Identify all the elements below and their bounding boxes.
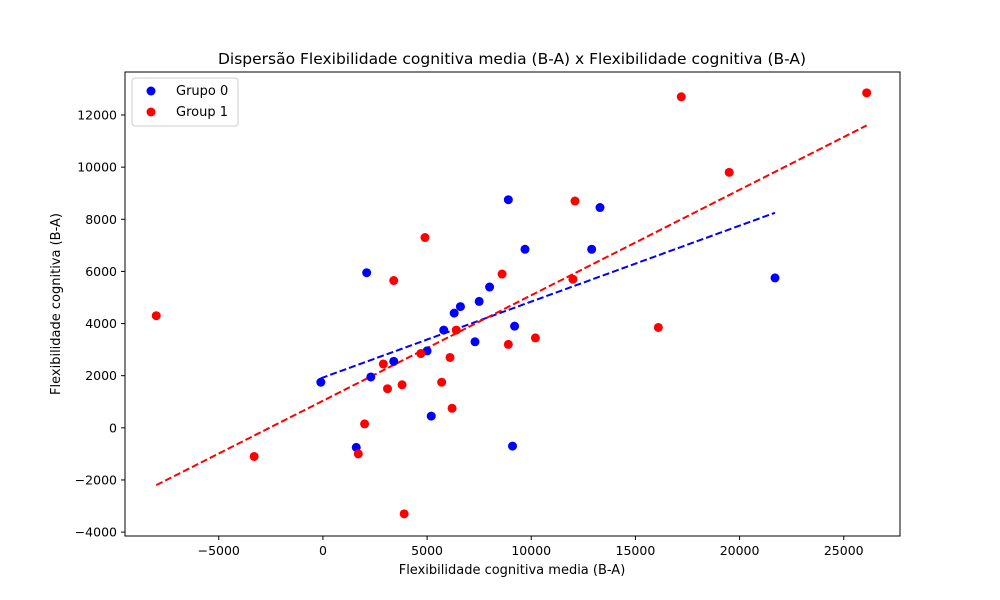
y-tick-label: 12000 xyxy=(77,108,117,123)
point-series-0-19 xyxy=(770,273,780,283)
point-series-0-4 xyxy=(389,356,399,366)
point-series-1-7 xyxy=(397,380,407,390)
x-axis-ticks: −5000 0 5000 10000 15000 20000 25000 xyxy=(198,536,864,558)
x-tick-label: 10000 xyxy=(511,543,551,558)
point-series-1-10 xyxy=(420,233,430,243)
point-series-1-22 xyxy=(724,167,734,177)
x-tick-label: 0 xyxy=(319,543,327,558)
point-series-0-17 xyxy=(587,244,597,254)
plot-area-frame xyxy=(124,71,901,537)
point-series-1-9 xyxy=(416,349,426,359)
point-series-0-14 xyxy=(508,441,517,451)
point-series-0-12 xyxy=(485,282,495,292)
point-series-0-15 xyxy=(510,321,520,331)
y-tick-label: 4000 xyxy=(85,316,117,331)
point-series-1-20 xyxy=(653,322,663,332)
point-series-1-11 xyxy=(437,377,447,387)
data-points xyxy=(151,88,872,519)
point-series-1-3 xyxy=(360,419,370,429)
x-tick-label: 5000 xyxy=(411,543,443,558)
y-tick-label: 10000 xyxy=(77,160,117,175)
point-series-0-18 xyxy=(595,203,605,213)
point-series-1-0 xyxy=(151,311,161,321)
chart-title: Dispersão Flexibilidade cognitiva media … xyxy=(218,50,806,68)
legend: Grupo 0 Group 1 xyxy=(131,77,239,127)
point-series-0-9 xyxy=(455,302,465,312)
point-series-1-6 xyxy=(389,276,399,286)
legend-label-grupo-0: Grupo 0 xyxy=(176,84,228,99)
point-series-0-6 xyxy=(426,411,436,421)
y-axis-label: Flexibilidade cognitiva (B-A) xyxy=(49,213,64,395)
point-series-1-15 xyxy=(497,269,507,279)
point-series-1-16 xyxy=(503,339,513,349)
point-series-1-21 xyxy=(676,92,686,102)
legend-marker-group-1 xyxy=(146,107,156,117)
point-series-0-8 xyxy=(449,308,459,318)
y-tick-label: 6000 xyxy=(85,264,117,279)
point-series-1-19 xyxy=(570,196,580,206)
fit-line-series-1 xyxy=(155,124,868,487)
point-series-0-13 xyxy=(503,195,513,205)
fit-lines xyxy=(155,124,868,487)
point-series-1-2 xyxy=(353,449,363,459)
point-series-1-4 xyxy=(378,359,388,369)
point-series-1-1 xyxy=(249,451,259,461)
x-tick-label: 15000 xyxy=(616,543,656,558)
y-tick-label: 0 xyxy=(109,420,117,435)
y-tick-label: 8000 xyxy=(85,212,117,227)
y-axis-ticks: −4000 −2000 0 2000 4000 6000 8000 10000 12000 xyxy=(75,108,125,540)
y-tick-label: 2000 xyxy=(85,368,117,383)
point-series-1-14 xyxy=(451,325,461,335)
point-series-1-8 xyxy=(399,509,409,519)
point-series-1-5 xyxy=(383,384,392,394)
point-series-1-13 xyxy=(447,403,457,413)
x-tick-label: 25000 xyxy=(824,543,864,558)
point-series-0-11 xyxy=(474,296,484,306)
x-tick-label: 20000 xyxy=(720,543,760,558)
x-axis-label: Flexibilidade cognitiva media (B-A) xyxy=(399,563,626,578)
point-series-0-16 xyxy=(520,244,530,254)
point-series-0-7 xyxy=(439,325,449,335)
y-tick-label: −4000 xyxy=(75,525,117,540)
y-tick-label: −2000 xyxy=(75,472,117,487)
x-tick-label: −5000 xyxy=(198,543,240,558)
legend-label-group-1: Group 1 xyxy=(176,105,228,120)
point-series-0-0 xyxy=(316,377,326,387)
point-series-1-17 xyxy=(530,333,540,343)
point-series-0-10 xyxy=(470,337,480,347)
point-series-1-18 xyxy=(568,274,578,284)
point-series-1-23 xyxy=(862,88,872,98)
point-series-0-2 xyxy=(362,268,372,278)
legend-marker-grupo-0 xyxy=(146,86,156,96)
point-series-1-12 xyxy=(445,352,455,362)
legend-box xyxy=(131,77,239,127)
fit-line-series-0 xyxy=(320,211,776,380)
point-series-0-3 xyxy=(366,372,376,382)
